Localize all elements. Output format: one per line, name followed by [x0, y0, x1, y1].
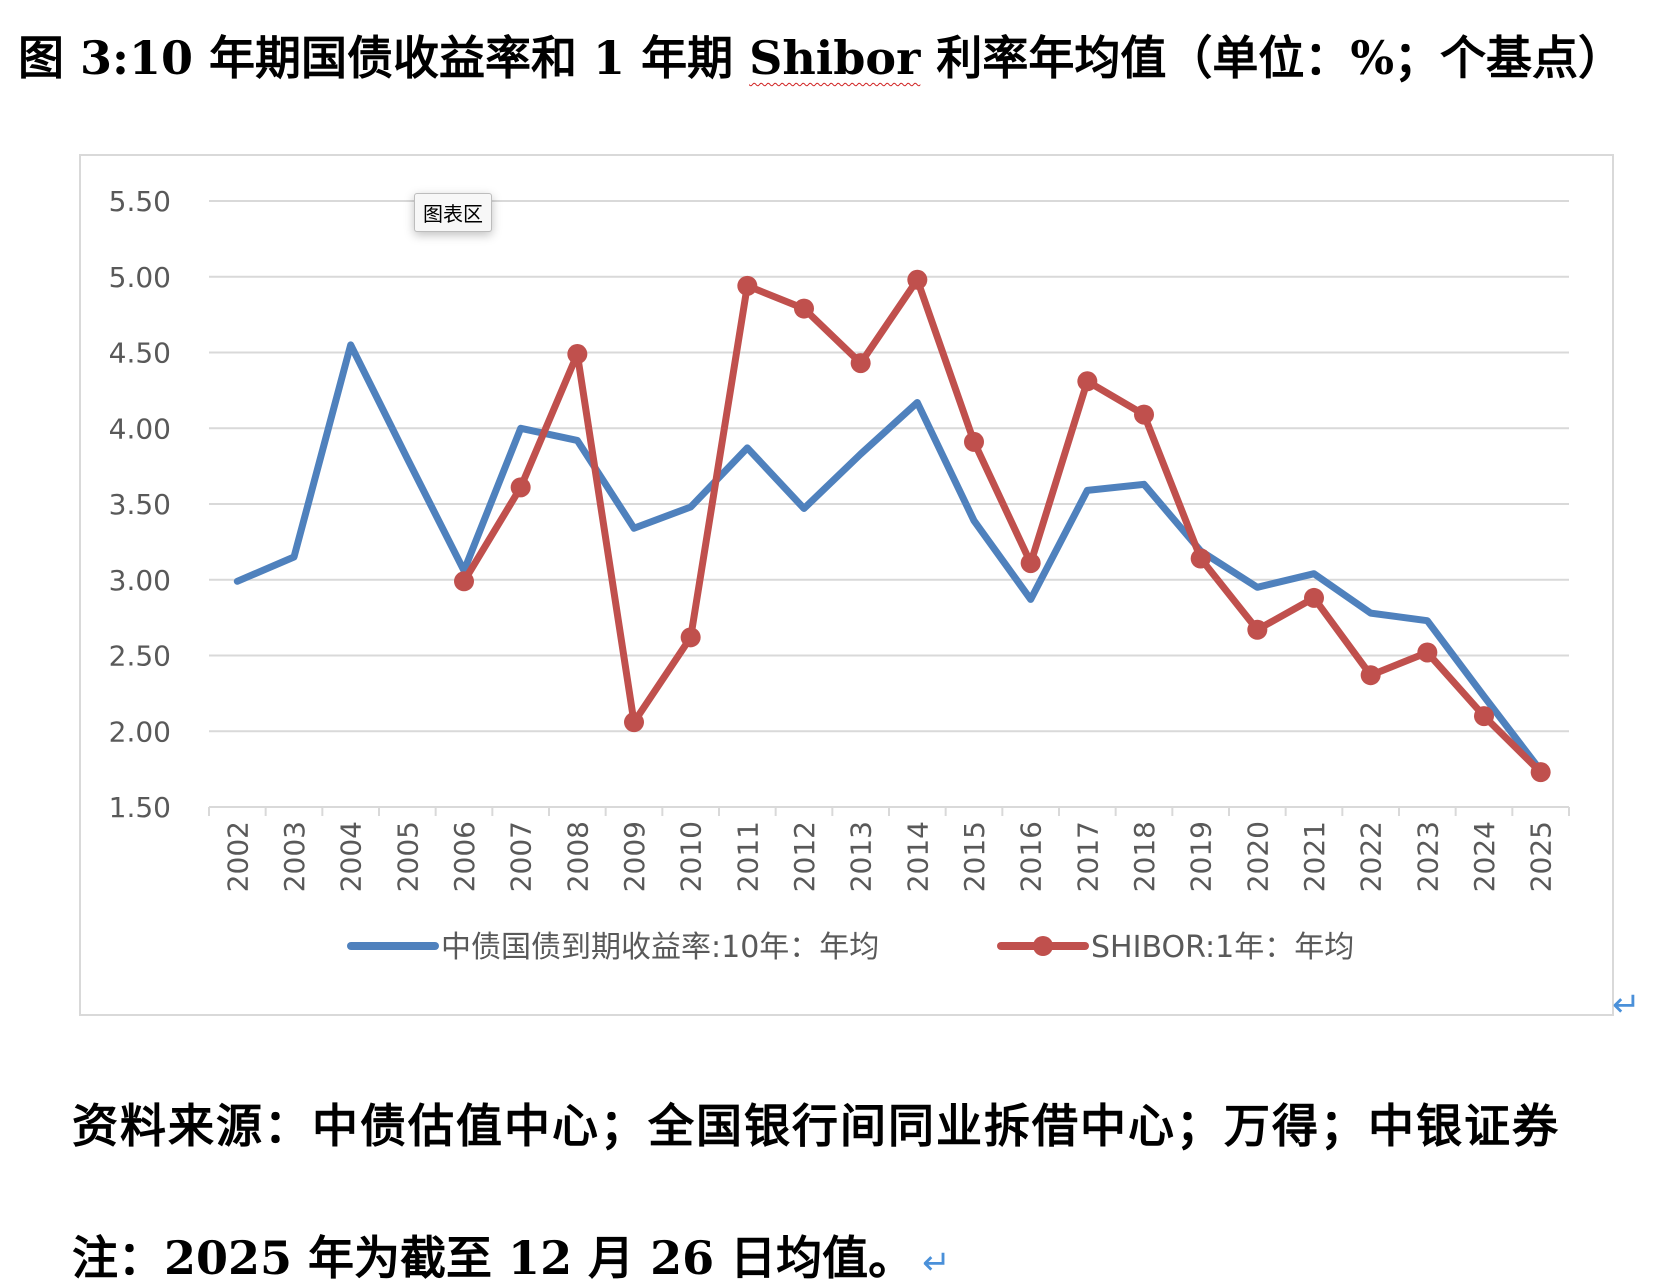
x-tick-label: 2021 [1298, 821, 1331, 892]
figure-title-suffix: 利率年均值（单位：%；个基点） [920, 31, 1625, 85]
series-2-point [1020, 553, 1041, 574]
y-tick-label: 1.50 [109, 791, 171, 824]
x-tick-label: 2014 [901, 821, 934, 892]
x-tick-label: 2002 [221, 821, 254, 892]
chart-area[interactable]: 5.50 5.00 4.50 4.00 3.50 3.00 2.50 2.00 1.50 2002… [79, 154, 1614, 1016]
source-text: 资料来源：中债估值中心；全国银行间同业拆借中心；万得；中银证券 [72, 1099, 1560, 1153]
series-2-point [907, 269, 928, 290]
series-2-point [510, 477, 531, 498]
x-tick-label: 2005 [391, 821, 424, 892]
series-2-point [1360, 665, 1381, 686]
legend-label-series-2: SHIBOR:1年：年均 [1091, 930, 1354, 965]
x-tick-label: 2013 [845, 821, 878, 892]
series-2-point [1134, 404, 1154, 425]
figure-title-prefix: 图 3:10 年期国债收益率和 1 年期 [18, 31, 750, 85]
y-tick-label: 5.50 [109, 185, 171, 218]
series-2-point [1530, 762, 1551, 783]
note-text: 注：2025 年为截至 12 月 26 日均值。 ↵ [72, 1222, 951, 1288]
x-tick-label: 2007 [505, 821, 538, 892]
x-tick-label: 2011 [731, 821, 764, 892]
x-tick-label: 2003 [278, 821, 311, 892]
x-tick-label: 2004 [335, 821, 368, 892]
series-line-2 [460, 276, 1545, 776]
paragraph-mark-icon: ↵ [1612, 985, 1641, 1025]
x-tick-label: 2018 [1128, 821, 1161, 892]
x-tick-label: 2012 [788, 821, 821, 892]
series-2-point [850, 353, 871, 374]
series-2-point [1417, 642, 1438, 663]
y-tick-label: 5.00 [109, 261, 171, 294]
y-tick-label: 2.50 [109, 640, 171, 673]
series-2-point [624, 712, 644, 733]
y-tick-label: 2.00 [109, 715, 171, 748]
x-tick-label: 2015 [958, 821, 991, 892]
series-2-point [737, 275, 758, 296]
note-text-body: 注：2025 年为截至 12 月 26 日均值。 [72, 1231, 915, 1285]
x-tick-label: 2017 [1071, 821, 1104, 892]
series-2-point [1077, 371, 1098, 392]
x-tick-label: 2022 [1355, 821, 1388, 892]
series-2-point [454, 571, 474, 592]
x-tick-label: 2016 [1015, 821, 1048, 892]
series-2-point [1190, 548, 1211, 569]
series-2-point [1304, 587, 1324, 608]
series-2-point [964, 431, 984, 452]
y-tick-label: 3.00 [109, 564, 171, 597]
figure-title-spellcheck-word[interactable]: Shibor [749, 31, 921, 85]
legend-label-series-1: 中债国债到期收益率:10年：年均 [441, 930, 879, 965]
paragraph-mark-icon: ↵ [922, 1243, 951, 1283]
y-tick-label: 4.00 [109, 412, 171, 445]
x-tick-label: 2019 [1185, 821, 1218, 892]
x-tick-label: 2025 [1525, 821, 1558, 892]
figure-title: 图 3:10 年期国债收益率和 1 年期 Shibor 利率年均值（单位：%；个… [18, 22, 1624, 88]
series-2-point [1474, 706, 1494, 727]
x-tick-label: 2023 [1411, 821, 1444, 892]
series-2-point [794, 298, 814, 319]
line-chart: 5.50 5.00 4.50 4.00 3.50 3.00 2.50 2.00 1.50 2002… [109, 185, 1570, 965]
x-tick-label: 2020 [1241, 821, 1274, 892]
x-tick-label: 2024 [1468, 821, 1501, 892]
series-2-point [1247, 619, 1268, 640]
y-tick-label: 4.50 [109, 337, 171, 370]
legend-marker-series-2 [1033, 936, 1053, 956]
y-tick-label: 3.50 [109, 488, 171, 521]
x-tick-label: 2010 [675, 821, 708, 892]
x-tick-label: 2009 [618, 821, 651, 892]
x-tick-label: 2006 [448, 821, 481, 892]
x-tick-label: 2008 [561, 821, 594, 892]
chart-area-tooltip: 图表区 [414, 193, 492, 232]
series-line-1 [233, 341, 1545, 775]
series-2-point [567, 344, 588, 365]
series-2-point [680, 627, 701, 648]
